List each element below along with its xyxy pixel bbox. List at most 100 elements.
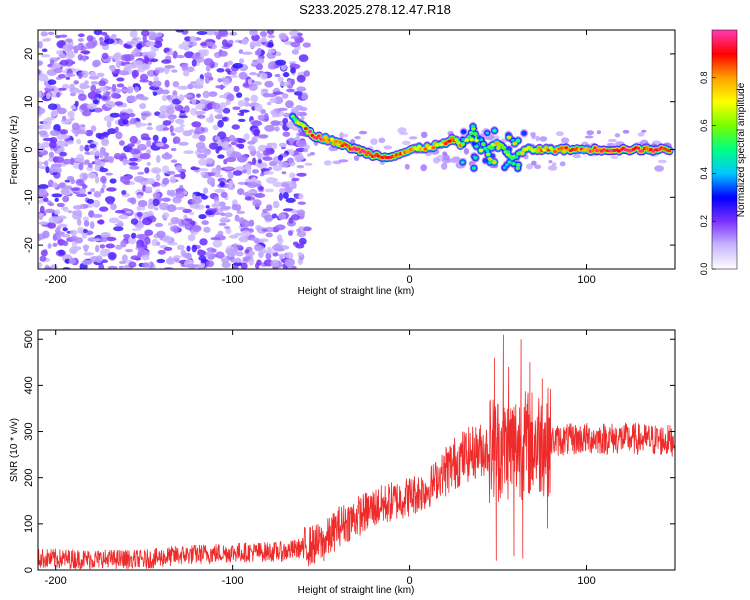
ridge-cell	[507, 135, 511, 139]
noise-speckle	[48, 202, 55, 207]
ridge-halo	[358, 130, 368, 135]
noise-speckle	[152, 198, 160, 207]
noise-speckle	[251, 61, 258, 66]
noise-speckle	[256, 57, 265, 64]
ridge-halo	[531, 160, 537, 166]
noise-speckle	[265, 252, 272, 260]
noise-speckle	[300, 116, 305, 121]
noise-speckle	[62, 195, 70, 203]
noise-speckle	[108, 217, 120, 224]
noise-speckle	[199, 238, 208, 246]
colorbar-tick-label: 0.6	[699, 119, 709, 132]
ridge-halo	[622, 129, 630, 134]
noise-speckle	[262, 208, 268, 214]
ridge-cell	[544, 146, 549, 150]
noise-speckle	[40, 54, 51, 58]
noise-speckle	[298, 54, 309, 62]
noise-speckle	[69, 87, 80, 94]
noise-speckle	[105, 172, 113, 176]
noise-speckle	[128, 113, 136, 118]
spectrogram-x-tick-label: -100	[222, 274, 244, 286]
noise-speckle	[200, 171, 206, 176]
ridge-cell	[467, 135, 471, 139]
noise-speckle	[72, 45, 82, 51]
noise-speckle	[249, 40, 257, 49]
ridge-cell	[492, 160, 497, 164]
ridge-halo	[494, 135, 500, 141]
noise-speckle	[116, 83, 125, 88]
noise-speckle	[252, 169, 259, 174]
noise-speckle	[59, 59, 69, 66]
noise-speckle	[86, 35, 94, 42]
noise-speckle	[144, 229, 154, 236]
noise-speckle	[78, 71, 83, 79]
noise-speckle	[214, 136, 220, 141]
noise-speckle	[154, 222, 164, 228]
ridge-cell	[366, 150, 371, 155]
noise-speckle	[217, 119, 224, 128]
noise-speckle	[266, 101, 272, 106]
noise-speckle	[228, 180, 233, 188]
noise-speckle	[290, 78, 295, 86]
ridge-halo	[332, 160, 342, 165]
noise-speckle	[216, 68, 225, 73]
noise-speckle	[171, 98, 182, 105]
noise-speckle	[41, 48, 48, 53]
noise-speckle	[203, 187, 209, 194]
noise-speckle	[122, 119, 129, 125]
noise-speckle	[137, 171, 145, 175]
noise-speckle	[205, 251, 215, 258]
noise-speckle	[238, 71, 248, 80]
noise-speckle	[128, 261, 137, 268]
ridge-cell	[476, 136, 481, 140]
ridge-halo	[535, 135, 540, 142]
noise-speckle	[297, 252, 304, 257]
noise-speckle	[82, 51, 90, 55]
noise-speckle	[114, 209, 126, 214]
noise-speckle	[277, 253, 287, 257]
ridge-halo	[420, 164, 428, 172]
noise-speckle	[62, 43, 73, 52]
noise-speckle	[170, 217, 180, 225]
noise-speckle	[118, 265, 124, 269]
noise-speckle	[234, 232, 243, 237]
noise-speckle	[183, 105, 190, 113]
noise-speckle	[148, 198, 153, 205]
noise-speckle	[161, 95, 168, 102]
noise-speckle	[49, 140, 57, 149]
noise-speckle	[87, 91, 99, 100]
noise-speckle	[164, 79, 170, 88]
noise-speckle	[122, 158, 128, 166]
noise-speckle	[87, 172, 97, 179]
noise-speckle	[56, 226, 62, 230]
noise-speckle	[162, 120, 172, 126]
noise-speckle	[136, 211, 143, 218]
colorbar-gradient	[712, 30, 737, 269]
noise-speckle	[261, 228, 268, 232]
noise-speckle	[144, 56, 150, 64]
spectrogram-y-tick-label: 0	[23, 146, 35, 152]
noise-speckle	[203, 58, 214, 66]
noise-speckle	[172, 50, 178, 59]
noise-speckle	[155, 142, 165, 147]
noise-speckle	[142, 34, 147, 43]
noise-speckle	[79, 144, 84, 152]
ridge-halo	[534, 164, 542, 170]
noise-speckle	[82, 204, 89, 209]
noise-speckle	[101, 96, 108, 100]
noise-speckle	[38, 233, 43, 241]
noise-speckle	[118, 70, 129, 76]
noise-speckle	[63, 240, 69, 247]
noise-speckle	[242, 51, 253, 55]
noise-speckle	[129, 118, 137, 125]
noise-speckle	[139, 73, 149, 82]
noise-speckle	[227, 171, 234, 179]
noise-speckle	[204, 75, 210, 84]
noise-speckle	[58, 87, 67, 91]
ridge-halo	[561, 137, 570, 144]
noise-speckle	[243, 97, 250, 102]
noise-speckle	[235, 251, 244, 257]
noise-speckle	[62, 206, 69, 212]
ridge-cell	[460, 142, 465, 146]
noise-speckle	[194, 52, 201, 57]
